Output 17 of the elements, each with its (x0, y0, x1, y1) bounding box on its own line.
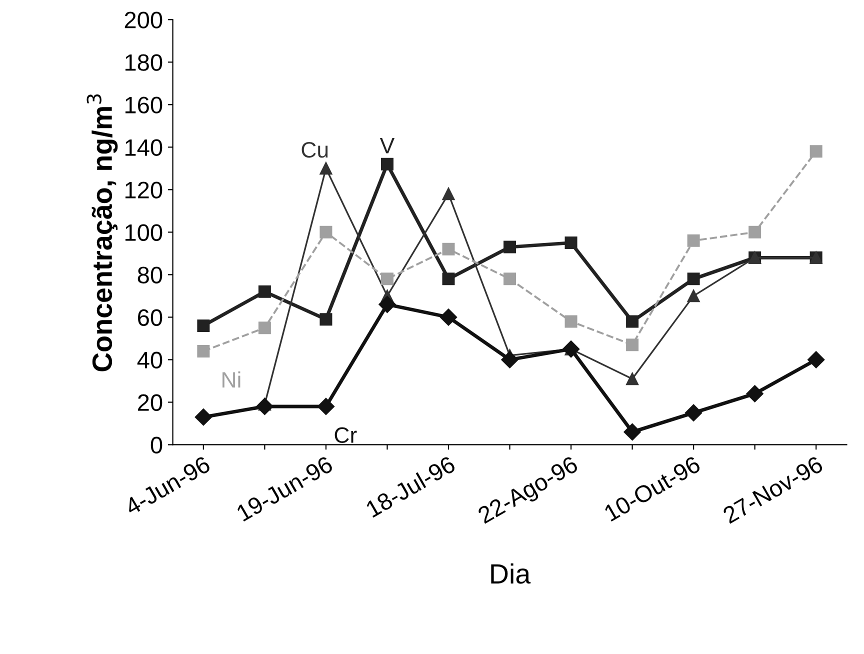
y-tick-label: 140 (125, 139, 162, 156)
y-tick-label: 80 (138, 266, 162, 284)
series-label: Cu (302, 142, 328, 158)
x-axis-title: Dia (491, 563, 531, 584)
y-tick-label: 20 (138, 394, 162, 411)
y-tick-label: 60 (138, 309, 162, 326)
series-label: Ni (222, 371, 240, 388)
series-label: Cr (334, 427, 357, 443)
y-axis-title: Concentração, ng/m$^{3}$ (86, 94, 118, 372)
y-tick-label: 100 (125, 224, 162, 241)
y-tick-label: 120 (125, 182, 162, 198)
y-tick-label: 160 (125, 96, 162, 114)
y-tick-label: 180 (125, 54, 162, 71)
series-label: V (380, 138, 395, 154)
y-tick-label: 40 (137, 352, 162, 368)
y-tick-label: 0 (150, 436, 162, 454)
y-tick-label: 200 (124, 12, 162, 28)
